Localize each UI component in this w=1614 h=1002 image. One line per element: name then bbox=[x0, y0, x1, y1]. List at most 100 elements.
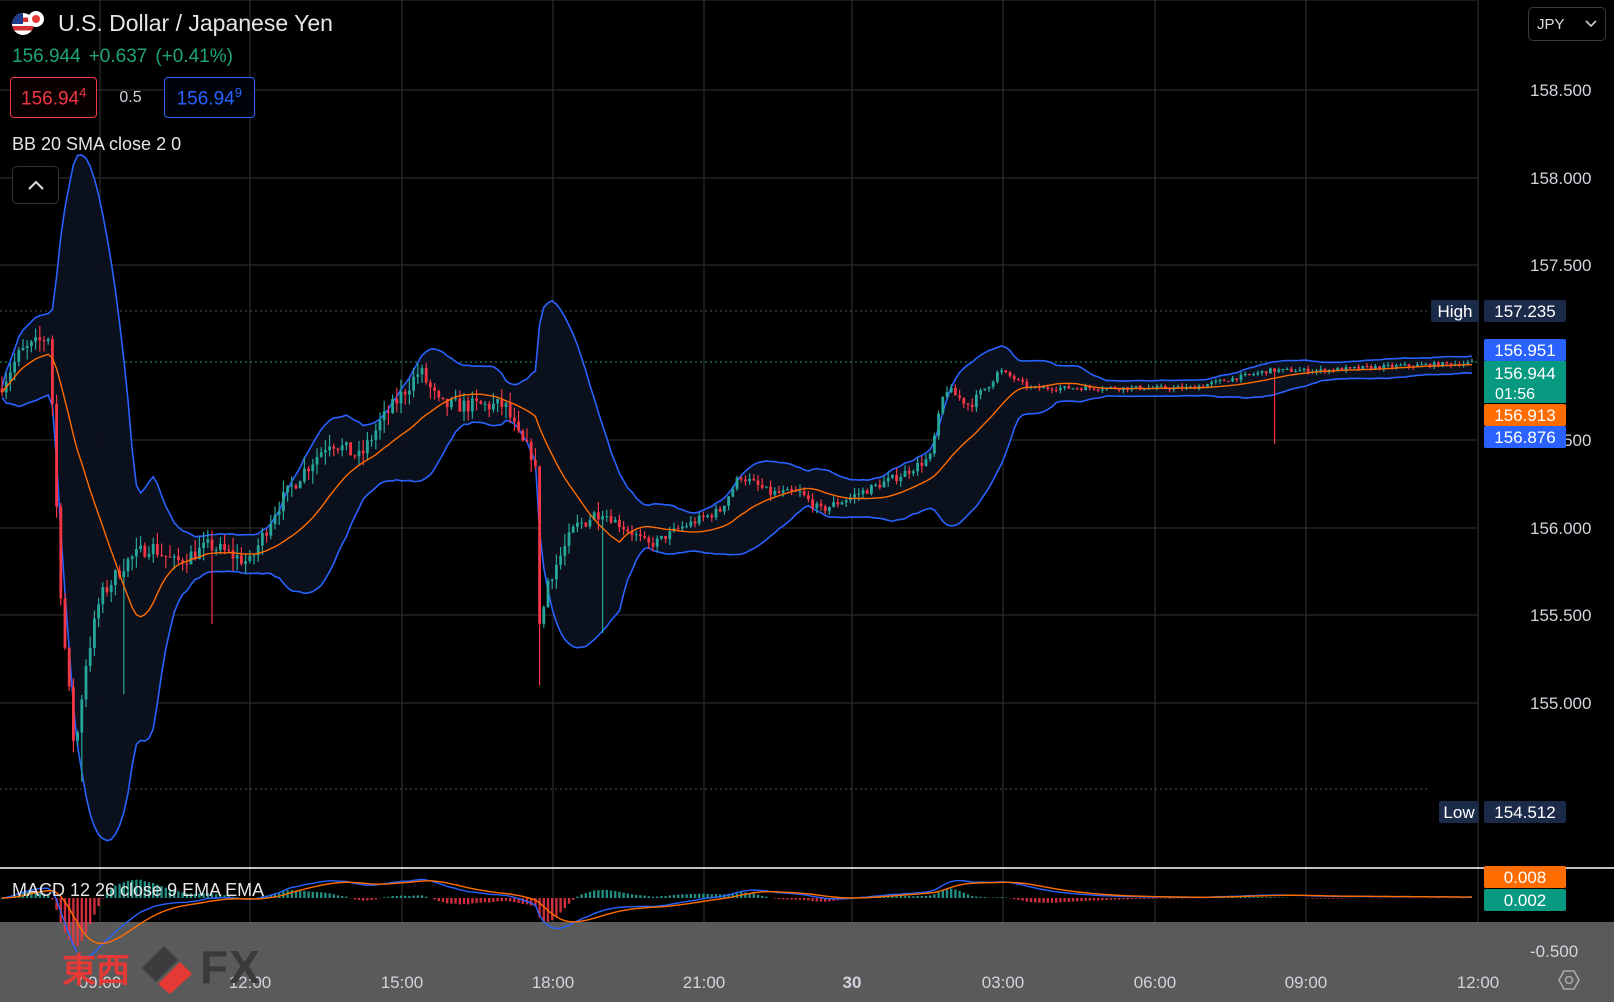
macd-histogram-bar bbox=[563, 898, 566, 909]
macd-value-tag-1-bg bbox=[1484, 866, 1566, 888]
candle-body bbox=[1025, 381, 1029, 388]
candle-body bbox=[1143, 389, 1146, 391]
macd-histogram-bar bbox=[80, 898, 83, 941]
macd-histogram-bar bbox=[1080, 898, 1083, 902]
macd-histogram-bar bbox=[93, 898, 96, 915]
macd-histogram-bar bbox=[811, 898, 814, 902]
macd-histogram-bar bbox=[374, 898, 377, 900]
candle-body bbox=[282, 492, 285, 512]
macd-histogram-bar bbox=[744, 892, 747, 898]
candle-body bbox=[1008, 372, 1012, 377]
candle-body bbox=[836, 502, 840, 505]
macd-histogram-bar bbox=[311, 891, 314, 898]
macd-histogram-bar bbox=[370, 898, 373, 901]
candle-body bbox=[550, 579, 554, 581]
macd-histogram-bar bbox=[1055, 898, 1058, 903]
macd-histogram-bar bbox=[38, 892, 41, 898]
candle-body bbox=[1437, 362, 1440, 367]
candle-body bbox=[584, 522, 588, 527]
candle-body bbox=[202, 542, 205, 548]
time-tick-label: 15:00 bbox=[381, 973, 424, 992]
currency-selector[interactable]: JPY bbox=[1528, 7, 1606, 41]
candle-body bbox=[823, 506, 827, 511]
candle-body bbox=[576, 522, 579, 527]
upper-band-tag: 156.951 bbox=[1494, 341, 1555, 360]
candle-body bbox=[1084, 386, 1087, 391]
macd-histogram-bar bbox=[983, 897, 986, 898]
candle-body bbox=[1298, 370, 1302, 372]
macd-histogram-bar bbox=[689, 893, 692, 898]
high-label-tag: High bbox=[1438, 302, 1473, 321]
macd-histogram-bar bbox=[1340, 898, 1343, 899]
candle-body bbox=[605, 516, 609, 518]
macd-histogram-bar bbox=[433, 898, 436, 900]
candle-body bbox=[244, 561, 247, 564]
macd-histogram-bar bbox=[660, 896, 663, 898]
price-tick-label: 158.500 bbox=[1530, 81, 1591, 100]
candle-body bbox=[416, 374, 420, 377]
macd-histogram-bar bbox=[979, 896, 982, 898]
candle-body bbox=[1470, 361, 1474, 363]
high-value-tag: 157.235 bbox=[1494, 302, 1555, 321]
candle-body bbox=[622, 526, 625, 530]
macd-histogram-bar bbox=[257, 897, 260, 898]
macd-histogram-bar bbox=[962, 892, 965, 898]
candle-body bbox=[1004, 370, 1008, 373]
candle-body bbox=[315, 456, 319, 465]
candle-body bbox=[664, 535, 667, 540]
macd-histogram-bar bbox=[1143, 898, 1146, 899]
candle-body bbox=[1302, 368, 1306, 371]
macd-histogram-bar bbox=[1118, 898, 1121, 900]
candle-body bbox=[903, 470, 907, 477]
candle-body bbox=[332, 446, 336, 449]
candle-body bbox=[458, 398, 462, 412]
macd-histogram-bar bbox=[1063, 898, 1066, 902]
candle-body bbox=[504, 403, 508, 407]
macd-histogram-bar bbox=[702, 893, 705, 898]
candle-body bbox=[248, 555, 252, 562]
price-tick-label: 155.000 bbox=[1530, 694, 1591, 713]
buy-button[interactable]: 156.949 bbox=[163, 77, 255, 119]
candle-body bbox=[441, 397, 445, 399]
candle-body bbox=[210, 539, 214, 551]
macd-histogram-bar bbox=[462, 898, 466, 905]
candle-body bbox=[693, 521, 697, 524]
macd-histogram-bar bbox=[399, 895, 403, 898]
macd-histogram-bar bbox=[1248, 897, 1251, 898]
candle-body bbox=[865, 490, 869, 494]
macd-histogram-bar bbox=[824, 898, 827, 902]
macd-histogram-bar bbox=[714, 894, 718, 898]
macd-histogram-bar bbox=[1223, 897, 1226, 898]
candle-body bbox=[928, 453, 932, 460]
candle-body bbox=[819, 503, 823, 507]
candle-body bbox=[433, 387, 436, 391]
candle-body bbox=[269, 524, 273, 536]
candle-body bbox=[752, 478, 756, 481]
macd-histogram-bar bbox=[945, 889, 949, 898]
candle-body bbox=[1080, 388, 1083, 391]
candle-body bbox=[529, 441, 533, 461]
candle-body bbox=[773, 491, 777, 495]
candle-body bbox=[1466, 362, 1470, 364]
candle-body bbox=[59, 506, 63, 599]
candle-body bbox=[1269, 368, 1272, 374]
macd-histogram-bar bbox=[408, 896, 411, 898]
macd-histogram-bar bbox=[500, 898, 503, 902]
candle-body bbox=[445, 398, 449, 408]
candle-body bbox=[1176, 386, 1180, 388]
macd-histogram-bar bbox=[231, 896, 235, 898]
macd-histogram-bar bbox=[290, 890, 293, 898]
macd-histogram-bar bbox=[895, 895, 898, 898]
macd-histogram-bar bbox=[828, 898, 831, 902]
candle-body bbox=[1134, 386, 1138, 388]
price-tick-label: 156.000 bbox=[1530, 519, 1591, 538]
macd-histogram-bar bbox=[122, 882, 125, 898]
candle-body bbox=[412, 376, 415, 391]
candle-body bbox=[1424, 363, 1428, 365]
macd-histogram-bar bbox=[815, 898, 818, 902]
macd-histogram-bar bbox=[219, 894, 222, 898]
candle-body bbox=[1378, 366, 1381, 369]
collapse-legend-button[interactable] bbox=[12, 166, 59, 204]
sell-button[interactable]: 156.944 bbox=[10, 77, 98, 119]
